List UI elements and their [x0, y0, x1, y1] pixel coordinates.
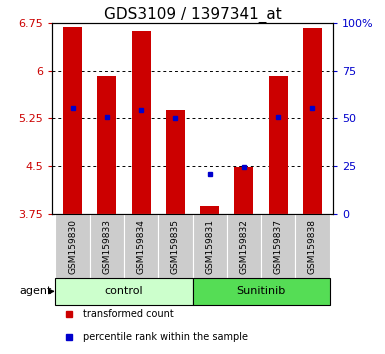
Text: Sunitinib: Sunitinib	[236, 286, 286, 296]
Text: GSM159837: GSM159837	[274, 219, 283, 274]
Bar	[90, 214, 124, 278]
Bar	[269, 76, 288, 214]
Text: transformed count: transformed count	[83, 309, 174, 319]
Text: GSM159831: GSM159831	[205, 219, 214, 274]
Bar	[63, 28, 82, 214]
Bar	[132, 31, 151, 214]
Bar	[55, 214, 90, 278]
Bar	[192, 214, 227, 278]
Bar	[295, 214, 330, 278]
Bar	[227, 214, 261, 278]
Bar	[124, 214, 158, 278]
Bar	[261, 214, 295, 278]
Bar	[192, 278, 330, 305]
Bar	[303, 28, 322, 214]
Text: GSM159838: GSM159838	[308, 219, 317, 274]
Text: GSM159834: GSM159834	[137, 219, 146, 274]
Text: GSM159830: GSM159830	[68, 219, 77, 274]
Bar	[200, 206, 219, 214]
Bar	[97, 76, 116, 214]
Bar	[234, 167, 253, 214]
Title: GDS3109 / 1397341_at: GDS3109 / 1397341_at	[104, 7, 281, 23]
Text: agent: agent	[20, 286, 52, 296]
Bar	[158, 214, 192, 278]
Text: GSM159833: GSM159833	[102, 219, 111, 274]
Text: GSM159835: GSM159835	[171, 219, 180, 274]
Bar	[55, 278, 192, 305]
Bar	[166, 110, 185, 214]
Text: control: control	[105, 286, 143, 296]
Text: percentile rank within the sample: percentile rank within the sample	[83, 331, 248, 342]
Text: GSM159832: GSM159832	[239, 219, 248, 274]
